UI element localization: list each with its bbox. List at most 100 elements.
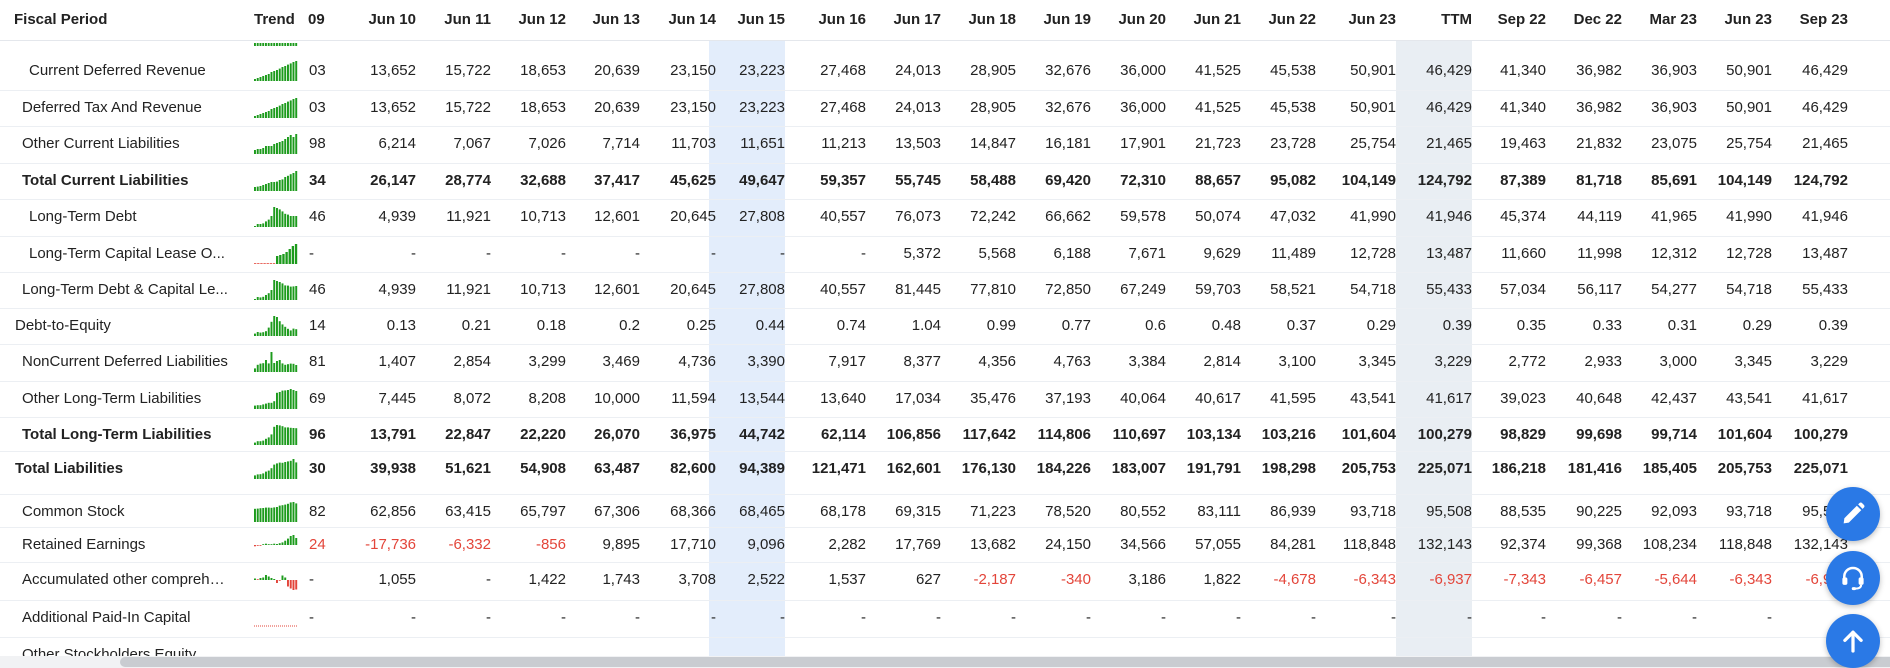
table-cell: 101,604 (1717, 426, 1772, 443)
table-cell: 23,075 (1651, 135, 1697, 152)
table-cell: 8,208 (528, 390, 566, 407)
trend-bar (289, 100, 292, 118)
table-cell: 14,847 (970, 135, 1016, 152)
table-cell: 35,476 (970, 390, 1016, 407)
row-label[interactable]: Long-Term Debt & Capital Le... (22, 281, 228, 298)
header-period[interactable]: Sep 22 (1497, 11, 1546, 28)
header-period[interactable]: Dec 22 (1573, 11, 1622, 28)
header-period[interactable]: Jun 15 (737, 11, 785, 28)
header-period[interactable]: Jun 16 (818, 11, 866, 28)
row-label[interactable]: Total Current Liabilities (22, 172, 189, 189)
row-label[interactable]: Total Liabilities (15, 460, 124, 477)
row-divider (0, 527, 1890, 528)
header-period[interactable]: Jun 23 (1348, 11, 1396, 28)
trend-bar (287, 580, 289, 587)
header-period[interactable]: Jun 20 (1118, 11, 1166, 28)
table-cell: - (1692, 609, 1697, 626)
table-cell: 17,034 (895, 390, 941, 407)
header-period[interactable]: Jun 13 (592, 11, 640, 28)
table-cell: 43,541 (1726, 390, 1772, 407)
table-cell: 47,032 (1270, 208, 1316, 225)
row-label[interactable]: Deferred Tax And Revenue (22, 99, 202, 116)
row-label[interactable]: Common Stock (22, 503, 125, 520)
support-button[interactable] (1826, 551, 1880, 605)
table-cell: - (1617, 609, 1622, 626)
table-cell: 162,601 (886, 460, 941, 477)
trend-bar (273, 426, 276, 445)
table-cell: 13,487 (1802, 245, 1848, 262)
row-label[interactable]: Current Deferred Revenue (29, 62, 206, 79)
header-period[interactable]: Jun 11 (444, 11, 491, 28)
horizontal-scrollbar-thumb[interactable] (120, 657, 1890, 667)
header-period[interactable]: Jun 18 (968, 11, 1016, 28)
header-period[interactable]: Jun 19 (1043, 11, 1091, 28)
trend-bar (278, 360, 281, 372)
table-cell: 41,617 (1426, 390, 1472, 407)
table-cell: 0.29 (1742, 317, 1772, 334)
header-period[interactable]: Jun 10 (368, 11, 416, 28)
table-cell: 27,808 (739, 208, 785, 225)
header-fiscal-period[interactable]: Fiscal Period (14, 11, 108, 28)
table-cell: 104,149 (1341, 172, 1396, 189)
row-label[interactable]: Total Long-Term Liabilities (22, 426, 212, 443)
trend-bar (269, 263, 273, 264)
table-cell: 99,714 (1651, 426, 1697, 443)
table-cell: 3,345 (1734, 353, 1772, 370)
table-cell: 198,298 (1261, 460, 1316, 477)
table-cell: -2,187 (973, 571, 1016, 588)
trend-bar (259, 224, 262, 227)
header-period[interactable]: Jun 23 (1724, 11, 1772, 28)
trend-bar (260, 263, 263, 264)
header-period[interactable]: Jun 21 (1193, 11, 1241, 28)
trend-bar (289, 135, 292, 154)
table-cell: 11,213 (821, 135, 866, 152)
row-label[interactable]: Debt-to-Equity (15, 317, 111, 334)
trend-bar (276, 317, 278, 336)
trend-bar (289, 43, 292, 46)
table-cell: 10,713 (520, 208, 566, 225)
trend-bar (254, 116, 256, 118)
row-code: 03 (309, 99, 326, 116)
table-cell: 0.77 (1061, 317, 1091, 334)
header-period[interactable]: Jun 12 (518, 11, 566, 28)
header-period[interactable]: Jun 22 (1268, 11, 1316, 28)
trend-bar (289, 460, 292, 479)
row-label[interactable]: NonCurrent Deferred Liabilities (22, 353, 228, 370)
table-cell: 15,722 (445, 99, 491, 116)
trend-sparkline (254, 425, 298, 445)
row-label[interactable]: Additional Paid-In Capital (22, 609, 191, 626)
table-cell: - (1236, 609, 1241, 626)
table-cell: 78,520 (1045, 503, 1091, 520)
edit-button[interactable] (1826, 487, 1880, 541)
header-period[interactable]: Jun 17 (893, 11, 941, 28)
trend-bar (292, 286, 295, 300)
table-cell: 68,178 (820, 503, 866, 520)
table-cell: 80,552 (1120, 503, 1166, 520)
table-cell: 40,648 (1576, 390, 1622, 407)
table-cell: 41,617 (1802, 390, 1848, 407)
trend-bar (262, 363, 265, 372)
trend-bar (262, 76, 265, 81)
header-period[interactable]: Jun 14 (668, 11, 716, 28)
scroll-to-top-button[interactable] (1826, 614, 1880, 668)
header-period[interactable]: Sep 23 (1799, 11, 1848, 28)
trend-bar (281, 426, 284, 445)
table-cell: 12,601 (594, 281, 640, 298)
row-label[interactable]: Accumulated other comprehe... (22, 571, 230, 588)
table-cell: 36,975 (670, 426, 716, 443)
table-cell: 20,639 (594, 99, 640, 116)
header-period[interactable]: TTM (1441, 11, 1472, 28)
row-label[interactable]: Other Current Liabilities (22, 135, 180, 152)
row-label[interactable]: Long-Term Debt (29, 208, 137, 225)
table-cell: 23,150 (670, 99, 716, 116)
table-cell: 68,465 (739, 503, 785, 520)
table-cell: 10,000 (594, 390, 640, 407)
trend-bar (287, 43, 289, 46)
table-cell: 13,791 (370, 426, 416, 443)
row-label[interactable]: Retained Earnings (22, 536, 146, 553)
trend-bar (276, 70, 278, 81)
row-label[interactable]: Other Long-Term Liabilities (22, 390, 202, 407)
header-period[interactable]: Mar 23 (1649, 11, 1697, 28)
row-divider (0, 600, 1890, 601)
row-label[interactable]: Long-Term Capital Lease O... (29, 245, 225, 262)
